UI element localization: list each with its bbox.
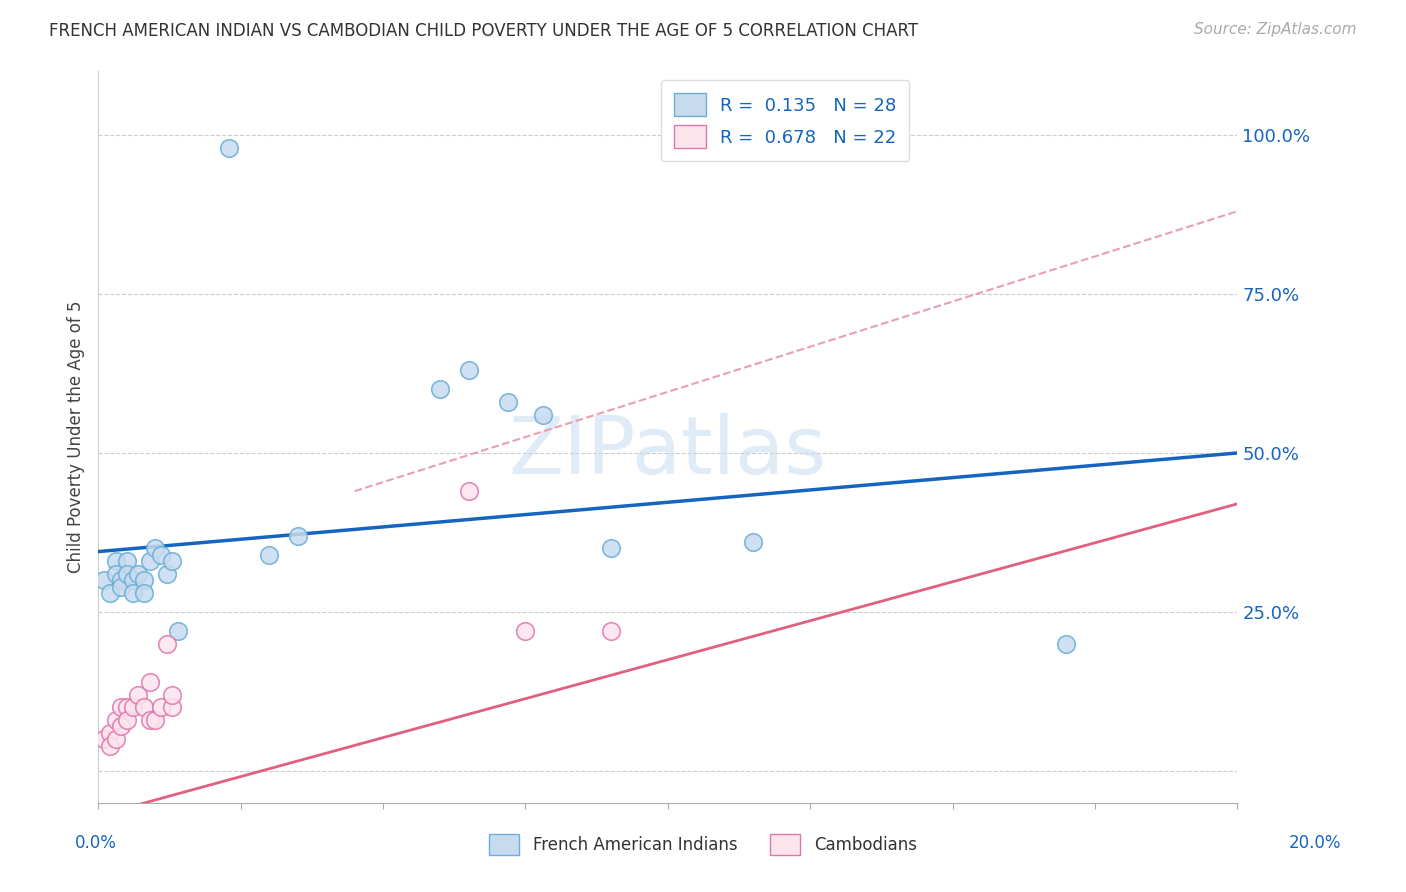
Point (115, 713, 138, 727)
Point (145, 713, 167, 727)
Point (457, 363, 479, 377)
Point (429, 383, 451, 397)
Text: FRENCH AMERICAN INDIAN VS CAMBODIAN CHILD POVERTY UNDER THE AGE OF 5 CORRELATION: FRENCH AMERICAN INDIAN VS CAMBODIAN CHIL… (49, 22, 918, 40)
Point (162, 700, 184, 714)
Point (115, 554, 138, 568)
Point (98, 739, 121, 753)
Point (121, 573, 143, 587)
Point (110, 573, 132, 587)
Point (162, 554, 184, 568)
Point (742, 535, 765, 549)
Y-axis label: Child Poverty Under the Age of 5: Child Poverty Under the Age of 5 (66, 301, 84, 574)
Legend: R =  0.135   N = 28, R =  0.678   N = 22: R = 0.135 N = 28, R = 0.678 N = 22 (661, 80, 910, 161)
Point (600, 624, 623, 638)
Point (110, 700, 132, 714)
Point (138, 675, 160, 690)
Point (167, 624, 190, 638)
Point (104, 566, 127, 581)
Point (132, 586, 155, 600)
Point (110, 580, 132, 594)
Point (104, 554, 127, 568)
Point (457, 484, 479, 499)
Point (145, 541, 167, 556)
Point (110, 719, 132, 733)
Point (138, 713, 160, 727)
Point (127, 566, 149, 581)
Point (515, 624, 537, 638)
Point (121, 586, 143, 600)
Point (150, 700, 173, 714)
Point (115, 700, 138, 714)
Point (132, 573, 155, 587)
Point (93, 573, 115, 587)
Point (259, 548, 281, 562)
Point (138, 554, 160, 568)
Point (115, 566, 138, 581)
Point (150, 548, 173, 562)
Point (98, 726, 121, 740)
Point (127, 688, 149, 702)
Point (600, 541, 623, 556)
Point (121, 700, 143, 714)
Point (156, 566, 179, 581)
Point (218, 141, 240, 155)
Point (132, 700, 155, 714)
Text: 20.0%: 20.0% (1288, 834, 1341, 852)
Text: 0.0%: 0.0% (75, 834, 117, 852)
Point (98, 586, 121, 600)
Point (162, 688, 184, 702)
Text: Source: ZipAtlas.com: Source: ZipAtlas.com (1194, 22, 1357, 37)
Text: ZIPatlas: ZIPatlas (509, 413, 827, 491)
Point (156, 637, 179, 651)
Legend: French American Indians, Cambodians: French American Indians, Cambodians (482, 828, 924, 862)
Point (1056, 637, 1078, 651)
Point (287, 529, 309, 543)
Point (104, 732, 127, 747)
Point (498, 395, 520, 409)
Point (531, 408, 554, 422)
Point (104, 713, 127, 727)
Point (93, 732, 115, 747)
